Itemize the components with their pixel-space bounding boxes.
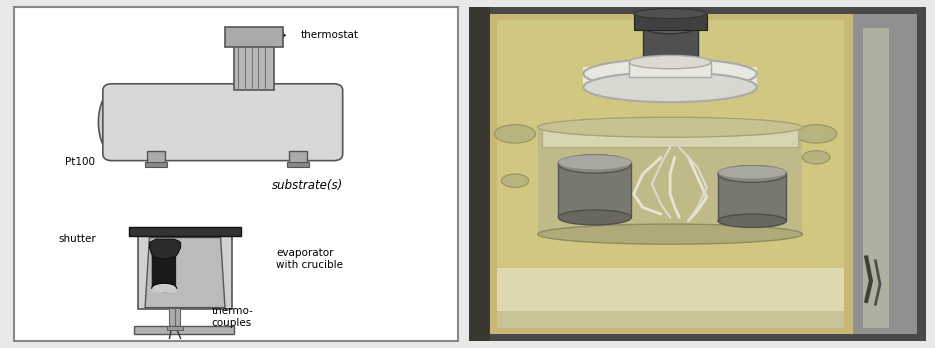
Polygon shape — [150, 239, 180, 259]
Text: Pt100: Pt100 — [65, 157, 95, 167]
Ellipse shape — [718, 214, 786, 228]
Text: evaporator
with crucible: evaporator with crucible — [276, 248, 343, 270]
Bar — [167, 326, 183, 330]
Ellipse shape — [495, 125, 536, 143]
Bar — [148, 151, 165, 164]
Ellipse shape — [583, 59, 756, 89]
Bar — [862, 27, 889, 328]
Bar — [488, 14, 862, 334]
Polygon shape — [151, 243, 176, 293]
Bar — [145, 162, 167, 167]
Ellipse shape — [538, 117, 802, 137]
Text: thermostat: thermostat — [300, 30, 358, 40]
Bar — [718, 172, 786, 221]
Text: shutter: shutter — [58, 234, 96, 244]
Ellipse shape — [629, 55, 712, 69]
Ellipse shape — [642, 20, 698, 34]
Bar — [290, 151, 308, 164]
Polygon shape — [145, 237, 225, 308]
Bar — [538, 127, 802, 234]
Bar — [853, 14, 916, 334]
Text: thermo-
couples: thermo- couples — [211, 306, 253, 328]
Bar — [168, 308, 175, 328]
Bar — [542, 126, 798, 147]
Text: substrate(s): substrate(s) — [271, 179, 343, 192]
Bar — [138, 234, 232, 309]
Ellipse shape — [98, 90, 129, 154]
Bar — [134, 326, 234, 334]
Bar — [469, 7, 490, 341]
Bar — [496, 20, 843, 328]
Bar — [629, 62, 712, 77]
Bar — [234, 34, 274, 90]
FancyBboxPatch shape — [103, 84, 342, 161]
Ellipse shape — [558, 155, 631, 170]
Bar — [173, 308, 180, 328]
Ellipse shape — [796, 125, 837, 143]
Bar — [558, 162, 631, 218]
Ellipse shape — [558, 155, 631, 173]
Bar — [496, 311, 843, 328]
Ellipse shape — [718, 166, 786, 182]
Ellipse shape — [558, 210, 631, 225]
Bar — [287, 162, 309, 167]
Bar — [583, 67, 756, 87]
Bar — [225, 27, 282, 47]
Bar — [642, 27, 698, 67]
Ellipse shape — [583, 72, 756, 102]
Ellipse shape — [718, 166, 786, 179]
Ellipse shape — [501, 174, 528, 187]
Bar — [496, 268, 843, 328]
Ellipse shape — [538, 224, 802, 244]
Bar — [129, 228, 240, 236]
Bar — [634, 14, 707, 30]
Ellipse shape — [802, 151, 830, 164]
Ellipse shape — [634, 9, 707, 19]
